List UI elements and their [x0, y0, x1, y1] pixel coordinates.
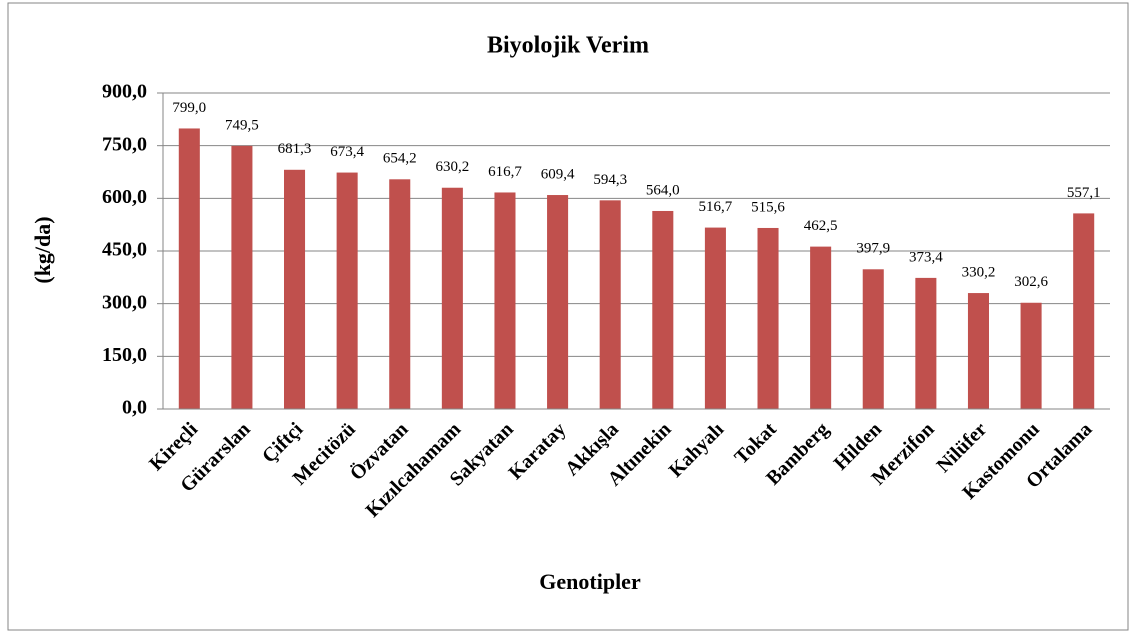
bar	[757, 227, 779, 409]
bar	[704, 227, 726, 409]
bar	[1073, 213, 1095, 409]
y-tick-label: 150,0	[102, 344, 147, 366]
data-label: 330,2	[962, 265, 996, 281]
data-label: 654,2	[383, 151, 417, 167]
data-label: 557,1	[1067, 185, 1101, 201]
data-label: 302,6	[1014, 274, 1048, 290]
data-label: 681,3	[278, 141, 312, 157]
y-tick-label: 300,0	[102, 291, 147, 313]
bar	[389, 179, 411, 409]
bar	[547, 195, 569, 409]
y-tick-label: 750,0	[102, 133, 147, 155]
y-axis-label: (kg/da)	[30, 216, 55, 283]
chart-title: Biyolojik Verim	[487, 33, 649, 59]
data-label: 630,2	[435, 159, 469, 175]
data-label: 749,5	[225, 117, 259, 133]
bar	[178, 128, 200, 409]
data-label: 462,5	[804, 218, 838, 234]
bar	[862, 269, 884, 409]
bar	[441, 187, 463, 409]
data-label: 616,7	[488, 164, 522, 180]
bar	[599, 200, 621, 409]
bar	[810, 246, 832, 409]
bar	[284, 169, 306, 409]
data-label: 673,4	[330, 144, 364, 160]
data-label: 609,4	[541, 166, 575, 182]
bar	[231, 145, 253, 409]
bar	[967, 293, 989, 409]
bar	[336, 172, 358, 409]
y-tick-label: 600,0	[102, 186, 147, 208]
bar	[1020, 302, 1042, 409]
data-label: 373,4	[909, 249, 943, 265]
data-label: 799,0	[172, 100, 206, 116]
data-label: 516,7	[699, 199, 733, 215]
y-tick-label: 0,0	[122, 397, 147, 419]
data-label: 515,6	[751, 199, 785, 215]
bar	[652, 210, 674, 409]
bar	[915, 277, 937, 409]
y-tick-label: 450,0	[102, 239, 147, 261]
x-axis-label: Genotipler	[539, 569, 641, 594]
data-label: 397,9	[856, 241, 890, 257]
data-label: 564,0	[646, 182, 680, 198]
bar	[494, 192, 516, 409]
y-tick-label: 900,0	[102, 81, 147, 103]
data-label: 594,3	[593, 172, 627, 188]
